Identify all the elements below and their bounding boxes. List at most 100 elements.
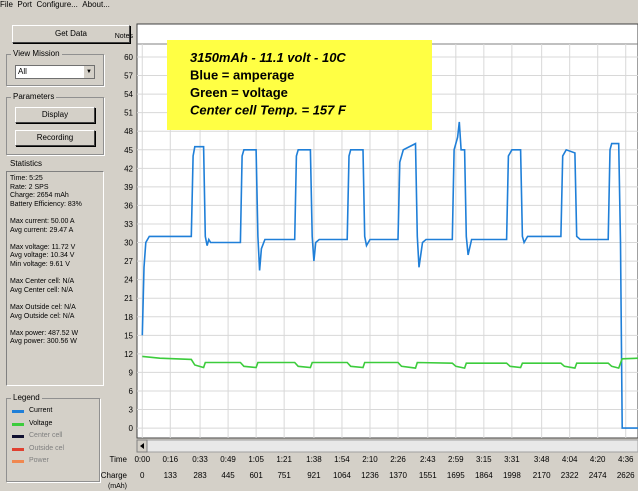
notes-label: Notes — [115, 33, 134, 40]
charge-label: 133 — [164, 471, 178, 480]
charge-label: 445 — [221, 471, 235, 480]
parameters-group: Parameters Display Recording — [6, 92, 104, 155]
charge-label: 601 — [249, 471, 263, 480]
annotation-box — [167, 40, 432, 130]
charge-label: 1370 — [389, 471, 407, 480]
charge-label: 1998 — [503, 471, 521, 480]
recording-button[interactable]: Recording — [15, 130, 95, 146]
stat-line: Min voltage: 9.61 V — [10, 261, 70, 268]
stat-line: Avg Outside cel: N/A — [10, 312, 75, 320]
group-label: Legend — [11, 393, 42, 402]
x-tick-label: 3:15 — [476, 455, 492, 464]
y-tick-label: 27 — [124, 257, 133, 266]
x-tick-label: 1:05 — [248, 455, 264, 464]
stat-line: Avg current: 29.47 A — [10, 226, 74, 234]
y-tick-label: 30 — [124, 239, 133, 248]
y-tick-label: 15 — [124, 331, 133, 340]
y-tick-label: 0 — [129, 424, 134, 433]
menu-item[interactable]: Configure... — [36, 0, 78, 9]
stat-line: Max Center cell: N/A — [10, 278, 75, 286]
menu-item[interactable]: File — [0, 0, 13, 9]
stat-line: Max current: 50.00 A — [10, 218, 75, 225]
stat-line: Time: 5:25 — [10, 175, 43, 182]
mission-select[interactable]: All ▼ — [15, 65, 95, 79]
y-tick-label: 36 — [124, 201, 133, 210]
stat-line: Battery Efficiency: 83% — [10, 200, 82, 208]
legend-label: Voltage — [29, 419, 53, 427]
stat-line: Charge: 2654 mAh — [10, 192, 69, 200]
display-button[interactable]: Display — [15, 107, 95, 123]
y-tick-label: 39 — [124, 183, 133, 192]
y-tick-label: 21 — [124, 294, 133, 303]
x-tick-label: 0:16 — [162, 455, 178, 464]
annotation-text: Green = voltage — [190, 85, 288, 100]
charge-label: 2322 — [561, 471, 579, 480]
stat-line: Avg Center cell: N/A — [10, 286, 73, 294]
menu-bar: File Port Configure... About... — [0, 0, 134, 12]
charge-label: 2474 — [589, 471, 607, 480]
charge-label: 0 — [140, 471, 145, 480]
y-tick-label: 54 — [124, 90, 133, 99]
x-tick-label: 4:36 — [618, 455, 634, 464]
charge-label: 2626 — [617, 471, 635, 480]
x-axis-label: Time — [110, 455, 128, 464]
charge-label: 2170 — [533, 471, 551, 480]
x-tick-label: 3:31 — [504, 455, 520, 464]
y-tick-label: 3 — [129, 406, 134, 415]
legend-swatch — [12, 410, 24, 413]
y-tick-label: 18 — [124, 313, 133, 322]
annotation-text: Blue = amperage — [190, 68, 294, 83]
stat-line: Avg voltage: 10.34 V — [10, 252, 75, 260]
x-tick-label: 2:43 — [420, 455, 436, 464]
stat-line: Rate: 2 SPS — [10, 183, 49, 191]
legend-swatch — [12, 447, 24, 451]
charge-label: 1236 — [361, 471, 379, 480]
scroll-arrow — [140, 443, 144, 449]
charge-label: 1551 — [419, 471, 437, 480]
y-tick-label: 57 — [124, 72, 133, 81]
x-tick-label: 1:38 — [306, 455, 322, 464]
stat-line: Max power: 487.52 W — [10, 329, 79, 337]
x-tick-label: 0:33 — [192, 455, 208, 464]
y-tick-label: 45 — [124, 146, 133, 155]
charge-label: 1695 — [447, 471, 465, 480]
y-tick-label: 24 — [124, 276, 133, 285]
legend-swatch — [12, 460, 24, 463]
annotation-text: 3150mAh - 11.1 volt - 10C — [190, 50, 346, 65]
charge-label: Charge — [101, 471, 128, 480]
y-tick-label: 51 — [124, 109, 133, 118]
legend-swatch — [12, 435, 24, 438]
y-tick-label: 60 — [124, 53, 133, 62]
legend-swatch — [12, 422, 24, 426]
group-label: View Mission — [11, 49, 62, 58]
stat-line: Max Outside cel: N/A — [10, 304, 76, 311]
x-tick-label: 2:26 — [390, 455, 406, 464]
menu-item[interactable]: About... — [82, 0, 110, 9]
legend-label: Outside cel — [29, 444, 65, 452]
view-mission-group: View Mission All ▼ — [6, 49, 104, 86]
group-label: Parameters — [11, 92, 57, 101]
legend-label: Center cell — [29, 432, 63, 439]
statistics-box: Time: 5:25 Rate: 2 SPS Charge: 2654 mAh Bat… — [6, 171, 104, 386]
select-value: All — [18, 67, 27, 76]
x-tick-label: 3:48 — [534, 455, 550, 464]
legend-label: Current — [29, 407, 53, 414]
charge-label: 1864 — [475, 471, 493, 480]
stat-line: Avg power: 300.56 W — [10, 338, 77, 346]
charge-label: 283 — [193, 471, 207, 480]
x-tick-label: 1:54 — [334, 455, 350, 464]
y-tick-label: 12 — [124, 350, 133, 359]
scrollbar[interactable] — [136, 439, 638, 453]
y-tick-label: 48 — [124, 127, 133, 136]
get-data-button[interactable]: Get Data — [12, 25, 130, 43]
dropdown-arrow[interactable]: ▼ — [84, 66, 94, 78]
charge-label: 751 — [277, 471, 291, 480]
x-tick-label: 1:21 — [276, 455, 292, 464]
legend-label: Power — [29, 457, 49, 464]
y-tick-label: 42 — [124, 164, 133, 173]
legend-group: Legend Current Voltage Center cell Outside c… — [6, 393, 100, 482]
menu-item[interactable]: Port — [17, 0, 33, 9]
x-tick-label: 0:00 — [134, 455, 150, 464]
